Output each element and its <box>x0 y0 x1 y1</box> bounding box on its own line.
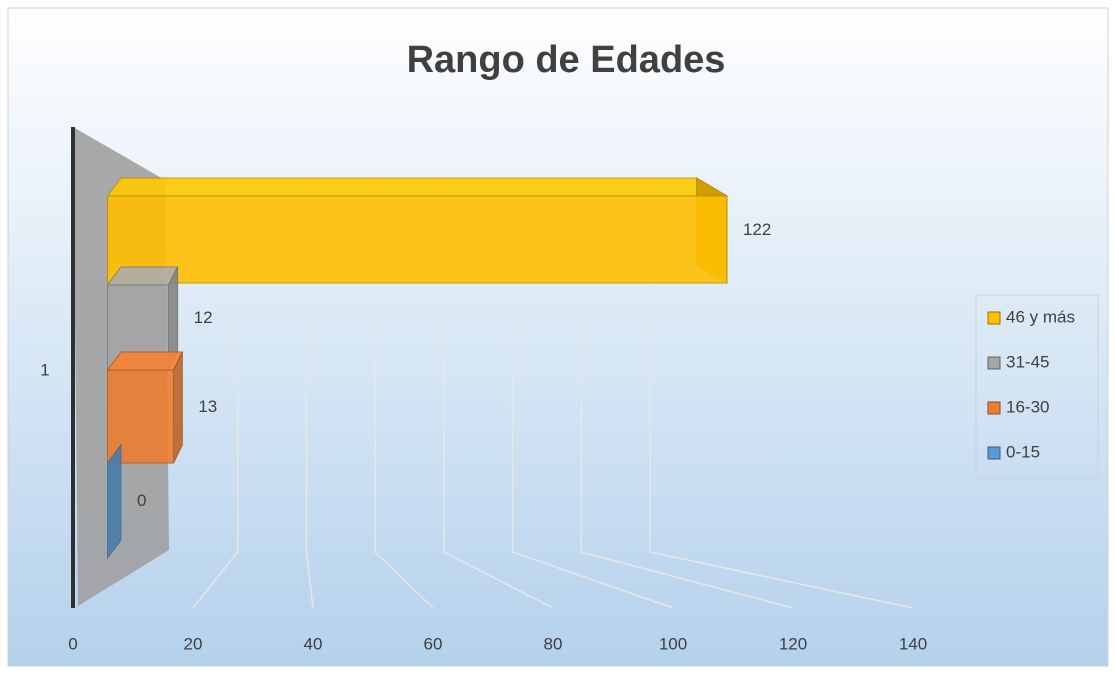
x-tick-label: 100 <box>659 634 687 653</box>
x-tick-label: 80 <box>544 634 563 653</box>
legend-label: 31-45 <box>1006 352 1049 371</box>
grid-line <box>192 180 239 609</box>
grid-line <box>374 180 434 609</box>
grid-line <box>443 180 554 609</box>
legend-swatch <box>987 401 1001 415</box>
y-tick-label: 1 <box>40 360 49 379</box>
legend-swatch <box>987 311 1001 325</box>
legend-label: 46 y más <box>1006 307 1075 326</box>
bar <box>107 443 122 560</box>
x-tick-label: 40 <box>304 634 323 653</box>
bar <box>106 177 729 284</box>
bar-front <box>107 195 728 284</box>
data-label: 122 <box>743 220 771 239</box>
x-tick-label: 0 <box>68 634 77 653</box>
bar-top <box>106 351 184 371</box>
data-label: 0 <box>137 491 146 510</box>
legend-box <box>975 294 1099 479</box>
legend-swatch <box>987 356 1001 370</box>
x-tick-label: 140 <box>899 634 927 653</box>
chart-title: Rango de Edades <box>407 39 726 81</box>
data-label: 12 <box>194 308 213 327</box>
grid-line <box>305 180 314 609</box>
bar-top <box>106 177 729 197</box>
bar <box>106 351 184 464</box>
legend-swatch <box>987 446 1001 460</box>
grid-line <box>649 180 914 609</box>
x-tick-label: 20 <box>184 634 203 653</box>
grid-line <box>580 180 794 609</box>
legend-label: 16-30 <box>1006 397 1049 416</box>
data-label: 13 <box>198 397 217 416</box>
grid-line <box>511 180 674 609</box>
bar-side <box>173 351 183 464</box>
legend-label: 0-15 <box>1006 442 1040 461</box>
bar-side <box>107 443 122 560</box>
x-tick-label: 120 <box>779 634 807 653</box>
x-tick-label: 60 <box>424 634 443 653</box>
chart-area <box>7 7 1109 667</box>
